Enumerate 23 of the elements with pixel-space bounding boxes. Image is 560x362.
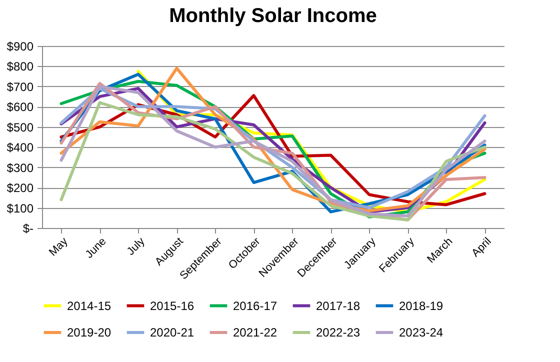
legend-label: 2016-17 bbox=[233, 298, 278, 313]
x-tick-label: July bbox=[124, 235, 148, 258]
legend-label: 2021-22 bbox=[233, 326, 278, 340]
y-tick-label: $- bbox=[22, 222, 34, 236]
legend-label: 2017-18 bbox=[316, 298, 360, 313]
y-tick-label: $400 bbox=[6, 140, 34, 155]
x-tick-label: May bbox=[47, 235, 71, 259]
y-tick-label: $200 bbox=[6, 181, 34, 196]
legend-label: 2018-19 bbox=[399, 298, 444, 313]
legend-label: 2019-20 bbox=[67, 326, 112, 340]
legend-label: 2015-16 bbox=[150, 298, 194, 313]
legend-label: 2022-23 bbox=[316, 326, 360, 340]
legend-label: 2020-21 bbox=[150, 326, 194, 340]
legend-label: 2014-15 bbox=[67, 298, 112, 313]
y-tick-label: $800 bbox=[6, 60, 34, 74]
y-tick-label: $100 bbox=[6, 201, 34, 216]
legend-label: 2023-24 bbox=[399, 326, 444, 340]
y-tick-label: $500 bbox=[6, 120, 34, 134]
y-tick-label: $700 bbox=[6, 80, 34, 94]
y-tick-label: $600 bbox=[6, 100, 34, 114]
chart-title: Monthly Solar Income bbox=[169, 5, 377, 27]
y-tick-label: $300 bbox=[6, 160, 34, 175]
y-tick-label: $900 bbox=[6, 40, 34, 54]
